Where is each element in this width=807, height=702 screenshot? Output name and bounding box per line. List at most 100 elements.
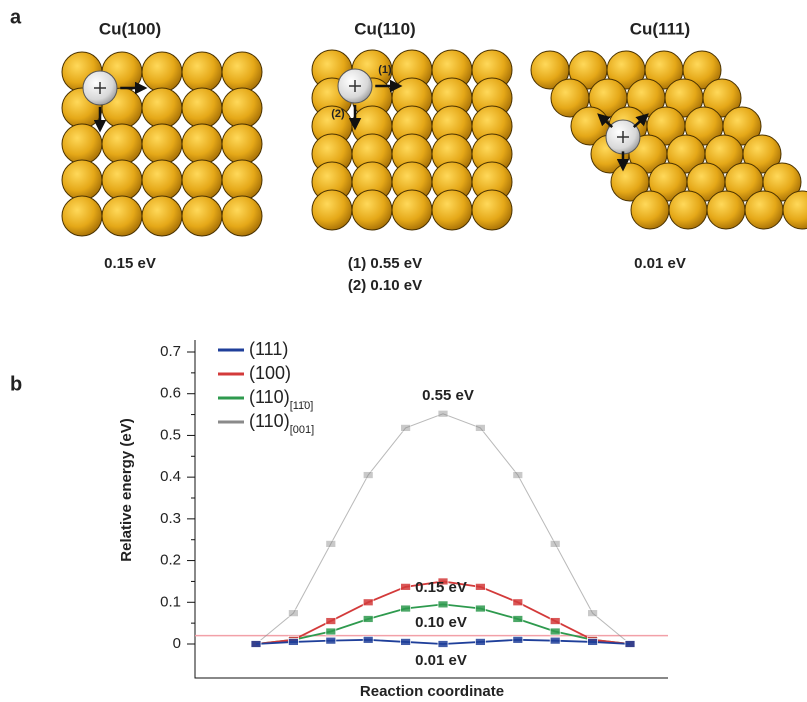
cu-atom: [222, 124, 262, 164]
panel-label: a: [10, 6, 22, 28]
barrier-energy: 0.15 eV: [104, 255, 156, 272]
barrier-energy: 0.01 eV: [634, 255, 686, 272]
data-point: [475, 638, 485, 645]
data-point: [363, 599, 373, 606]
surface-title: Cu(100): [99, 19, 161, 38]
barrier-energy: (2) 0.10 eV: [348, 277, 422, 294]
arrow-label: (1): [378, 64, 392, 76]
data-point: [438, 641, 448, 648]
legend-label: (111): [249, 339, 288, 359]
annotation: 0.15 eV: [415, 579, 467, 596]
cu-atom: [182, 52, 222, 92]
data-point: [363, 615, 373, 622]
data-point: [401, 605, 411, 612]
cu-atom: [745, 191, 783, 229]
data-point: [401, 638, 411, 645]
panel-label: b: [10, 373, 22, 395]
data-point: [251, 641, 261, 648]
legend-name: (110): [249, 411, 290, 431]
cu-atom: [222, 160, 262, 200]
annotation: 0.10 eV: [415, 614, 467, 631]
cu-atom: [392, 190, 432, 230]
cu-atom: [62, 160, 102, 200]
y-tick-label: 0.5: [160, 426, 181, 443]
y-tick-label: 0.4: [160, 468, 181, 485]
cu-atom: [102, 160, 142, 200]
surface-title: Cu(111): [630, 19, 690, 38]
cu-atom: [62, 124, 102, 164]
data-point: [363, 472, 373, 479]
data-point: [550, 540, 560, 547]
barrier-energy: (1) 0.55 eV: [348, 255, 422, 272]
data-point: [363, 636, 373, 643]
cu-atom: [222, 196, 262, 236]
data-point: [513, 472, 523, 479]
cu-atom: [222, 52, 262, 92]
data-point: [513, 599, 523, 606]
y-tick-label: 0.3: [160, 510, 181, 527]
cu-atom: [669, 191, 707, 229]
y-tick-label: 0.1: [160, 593, 181, 610]
data-point: [288, 638, 298, 645]
cu-atom: [142, 124, 182, 164]
data-point: [625, 641, 635, 648]
cu-atom: [222, 88, 262, 128]
legend-name: (110): [249, 387, 290, 407]
legend-subscript: [001]: [290, 424, 314, 436]
cu-atom: [182, 160, 222, 200]
cu-atom: [102, 196, 142, 236]
data-point: [401, 583, 411, 590]
data-point: [475, 605, 485, 612]
cu-atom: [142, 52, 182, 92]
legend-label: (110)[11̄0]: [249, 387, 313, 412]
cu-atom: [182, 196, 222, 236]
legend-subscript: [11̄0]: [290, 400, 314, 412]
data-point: [401, 424, 411, 431]
y-tick-label: 0: [173, 635, 181, 652]
data-point: [513, 615, 523, 622]
page: {"panel_a": {"label": "a", "surfaces": […: [0, 0, 807, 702]
cu-atom: [707, 191, 745, 229]
cu-atom: [142, 88, 182, 128]
chart: 0 0.1 0.2 0.3 0.4 0.5 0.6 0.7 Relative energy (e…: [118, 339, 668, 700]
annotation: 0.01 eV: [415, 652, 467, 669]
surface-title: Cu(110): [354, 19, 415, 38]
x-axis-label: Reaction coordinate: [360, 683, 504, 700]
cu-atom: [142, 196, 182, 236]
legend-name: (100): [249, 363, 291, 383]
cu-atom: [312, 190, 352, 230]
legend-label: (110)[001]: [249, 411, 314, 436]
y-tick-label: 0.2: [160, 552, 181, 569]
cu-atom: [631, 191, 669, 229]
cu-atom: [182, 88, 222, 128]
legend-name: (111): [249, 339, 288, 359]
cu-atom: [432, 190, 472, 230]
data-point: [550, 637, 560, 644]
cu-atom: [472, 190, 512, 230]
cu-atom: [182, 124, 222, 164]
cu-atom: [142, 160, 182, 200]
data-point: [438, 410, 448, 417]
series-line: [256, 414, 630, 644]
data-point: [550, 618, 560, 625]
data-point: [326, 628, 336, 635]
data-point: [326, 637, 336, 644]
legend-label: (100): [249, 363, 291, 383]
data-point: [550, 628, 560, 635]
figure: a b Cu(100) 0.15 eV Cu(110) (1) 0.55 eV (2) …: [0, 0, 807, 702]
cu-atom: [102, 124, 142, 164]
annotation: 0.55 eV: [422, 387, 474, 404]
data-point: [588, 638, 598, 645]
y-tick-label: 0.6: [160, 385, 181, 402]
data-point: [326, 540, 336, 547]
atoms: Cu(100) 0.15 eV Cu(110) (1) 0.55 eV (2) 0.10…: [62, 19, 807, 293]
data-point: [513, 636, 523, 643]
data-point: [588, 610, 598, 617]
data-point: [475, 424, 485, 431]
y-tick-label: 0.7: [160, 343, 181, 360]
y-axis-label: Relative energy (eV): [118, 418, 135, 561]
cu-atom: [352, 190, 392, 230]
data-point: [326, 618, 336, 625]
arrow-label: (2): [331, 108, 345, 120]
cu-atom: [62, 196, 102, 236]
